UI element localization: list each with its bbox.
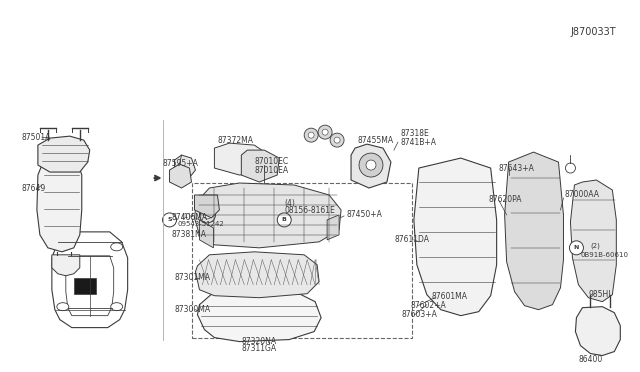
Text: 87320NA: 87320NA (241, 337, 276, 346)
Polygon shape (327, 215, 339, 240)
Circle shape (566, 163, 575, 173)
Polygon shape (351, 144, 391, 188)
Text: 87372MA: 87372MA (218, 136, 253, 145)
Polygon shape (170, 164, 191, 188)
Text: 87406MA: 87406MA (172, 214, 207, 222)
Text: (1): (1) (182, 213, 191, 219)
Text: (2): (2) (590, 243, 600, 249)
Circle shape (359, 153, 383, 177)
Text: 87010EC: 87010EC (254, 157, 289, 166)
Polygon shape (52, 232, 127, 328)
Polygon shape (241, 150, 279, 182)
Text: 87010EA: 87010EA (254, 166, 289, 174)
Polygon shape (414, 158, 497, 316)
Text: 87643+A: 87643+A (499, 164, 534, 173)
Circle shape (200, 207, 216, 223)
Text: 87381NA: 87381NA (172, 230, 207, 239)
Text: 87301MA: 87301MA (175, 273, 211, 282)
Polygon shape (200, 220, 213, 248)
Bar (74, 278, 96, 294)
Text: 87611DA: 87611DA (395, 235, 430, 244)
Text: 09543-51242: 09543-51242 (177, 221, 224, 227)
Polygon shape (52, 255, 80, 276)
Text: S: S (167, 217, 172, 222)
Text: 985HI: 985HI (588, 290, 611, 299)
Text: 87318E: 87318E (401, 129, 429, 138)
Circle shape (330, 133, 344, 147)
Polygon shape (214, 143, 269, 175)
Polygon shape (570, 180, 616, 302)
Text: J870033T: J870033T (571, 28, 616, 38)
Text: 87501A: 87501A (22, 133, 51, 142)
Text: 0B91B-60610: 0B91B-60610 (580, 252, 628, 258)
Polygon shape (66, 256, 114, 316)
Text: 87455MA: 87455MA (357, 136, 393, 145)
Circle shape (334, 137, 340, 143)
Text: N: N (573, 245, 579, 250)
Polygon shape (195, 183, 341, 248)
Text: (4): (4) (284, 199, 295, 208)
Text: 86400: 86400 (579, 355, 603, 364)
Bar (193, 183, 412, 337)
Ellipse shape (57, 243, 69, 251)
Polygon shape (195, 195, 220, 218)
Ellipse shape (111, 303, 123, 311)
Circle shape (318, 125, 332, 139)
Circle shape (366, 160, 376, 170)
Polygon shape (175, 155, 195, 180)
Circle shape (163, 213, 177, 227)
Text: 87601MA: 87601MA (432, 292, 468, 301)
Text: 87311GA: 87311GA (241, 344, 276, 353)
Circle shape (570, 241, 584, 255)
Polygon shape (38, 136, 90, 172)
Text: 87450+A: 87450+A (346, 211, 382, 219)
Ellipse shape (111, 243, 123, 251)
Polygon shape (575, 307, 620, 356)
Circle shape (322, 129, 328, 135)
Text: 87602+A: 87602+A (411, 301, 447, 310)
Circle shape (304, 128, 318, 142)
Text: 87595+A: 87595+A (163, 158, 198, 167)
Text: 87300MA: 87300MA (175, 305, 211, 314)
Polygon shape (195, 252, 319, 298)
Text: 08156-8161E: 08156-8161E (284, 206, 335, 215)
Text: 87649: 87649 (22, 185, 46, 193)
Text: B: B (282, 217, 287, 222)
Polygon shape (37, 158, 82, 252)
Polygon shape (198, 290, 321, 341)
Circle shape (259, 157, 269, 167)
Polygon shape (504, 152, 563, 310)
Circle shape (277, 213, 291, 227)
Ellipse shape (57, 303, 69, 311)
Text: 87603+A: 87603+A (402, 310, 438, 319)
Circle shape (308, 132, 314, 138)
Text: 87620PA: 87620PA (489, 195, 522, 205)
Text: 87000AA: 87000AA (564, 190, 600, 199)
Text: 8741B+A: 8741B+A (401, 138, 437, 147)
Circle shape (204, 211, 211, 219)
